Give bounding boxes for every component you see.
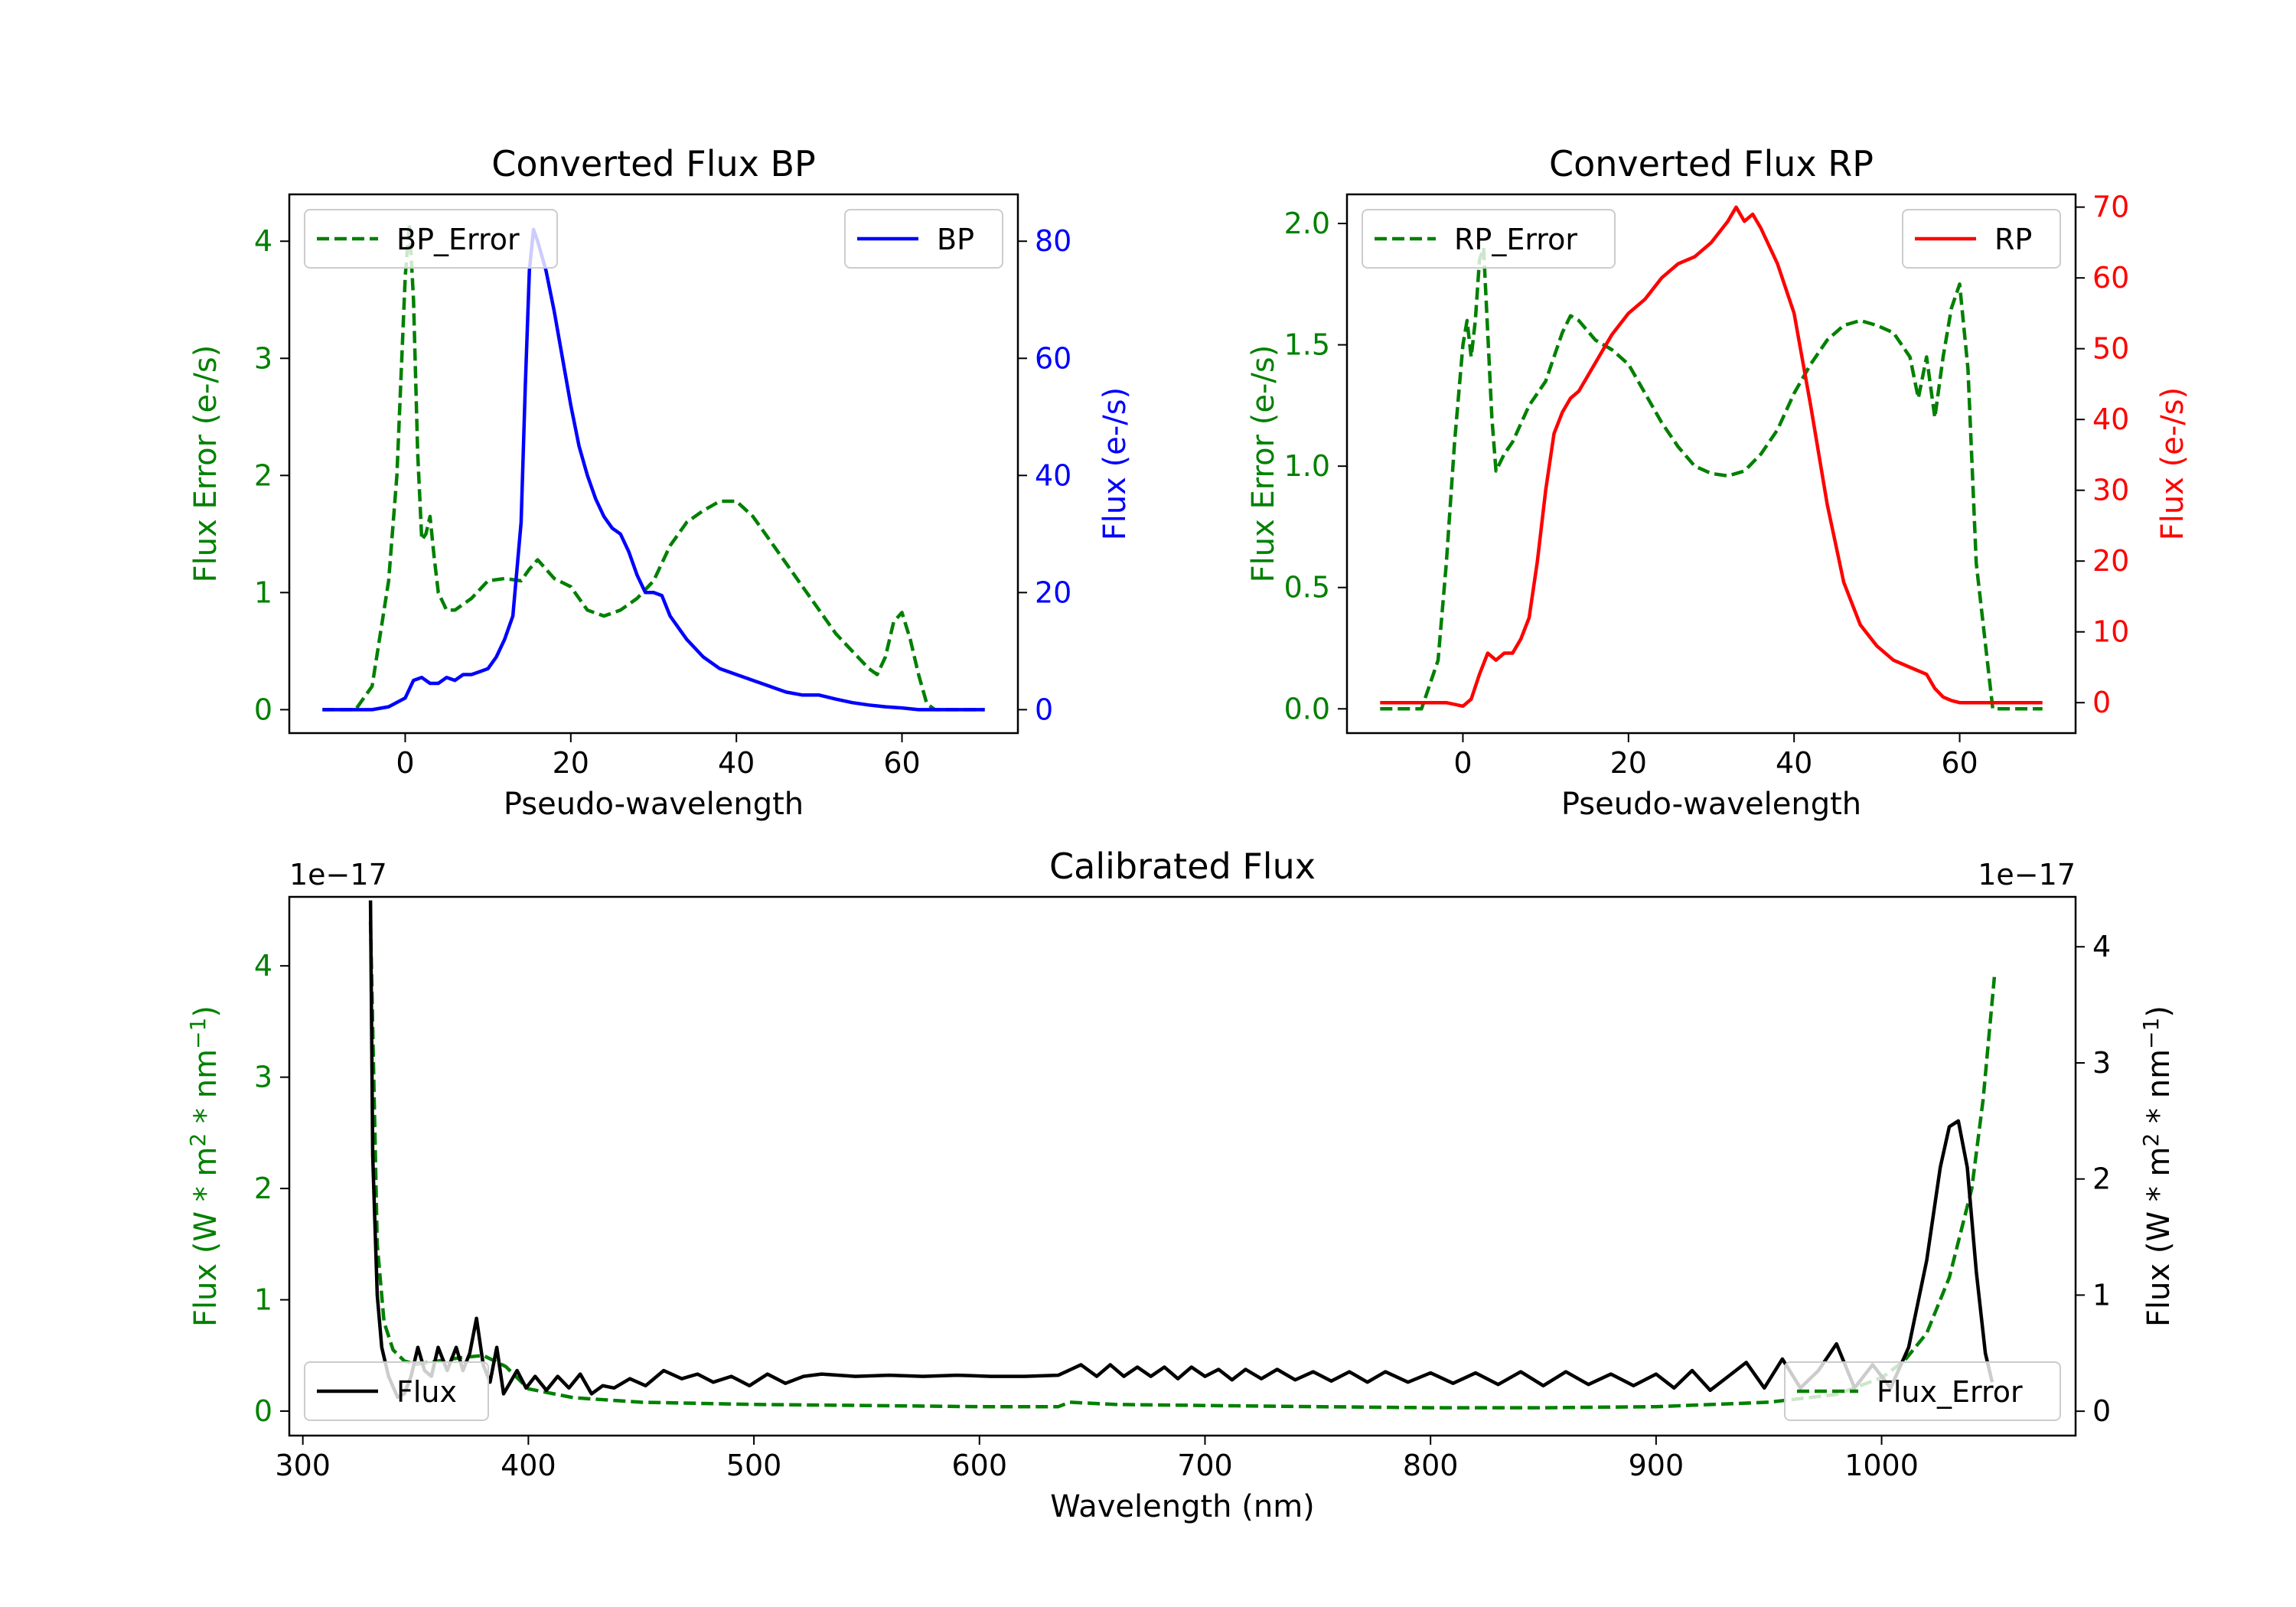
y-tick-label-right: 40 <box>1035 458 1071 492</box>
x-tick-label: 60 <box>1941 746 1978 780</box>
x-axis-label: Wavelength (nm) <box>1050 1489 1315 1524</box>
y-tick-label-left: 1.0 <box>1284 449 1330 483</box>
x-tick-label: 20 <box>1610 746 1647 780</box>
y-tick-label-left: 0.5 <box>1284 571 1330 605</box>
y-tick-label-right: 0 <box>2092 1394 2111 1428</box>
legend-box-left <box>1362 209 1616 269</box>
x-tick-label: 800 <box>1403 1449 1459 1482</box>
y-tick-label-right: 0 <box>2092 686 2111 719</box>
x-tick-label: 600 <box>952 1449 1008 1482</box>
y-tick-label-left: 2.0 <box>1284 207 1330 240</box>
legend-label-right: RP <box>1994 223 2032 256</box>
legend-box-left <box>304 1361 489 1421</box>
legend-label-right: BP <box>937 223 974 256</box>
y-tick-label-left: 2 <box>254 1172 272 1205</box>
legend-label-left: BP_Error <box>396 223 520 256</box>
y-axis-label-part: * nm <box>2141 1049 2177 1133</box>
y-tick-label-left: 1.5 <box>1284 328 1330 362</box>
y-tick-label-left: 0 <box>254 1394 272 1428</box>
offset-label-right: 1e−17 <box>1978 858 2076 892</box>
y-axis-label-part: 2 <box>185 1133 210 1147</box>
y-tick-label-left: 3 <box>254 341 272 375</box>
x-tick-label: 20 <box>553 746 589 780</box>
calibrated-chart: 300 400 500 600 700 800 900 1000 0 1 2 3 4 0 1 2 3 4 Calib… <box>185 846 2177 1524</box>
legend-label-left: RP_Error <box>1454 223 1577 256</box>
x-axis-label: Pseudo-wavelength <box>1561 787 1861 822</box>
y-tick-label-right: 60 <box>2092 261 2129 295</box>
chart-title: Converted Flux RP <box>1549 143 1874 184</box>
x-tick-label: 900 <box>1629 1449 1684 1482</box>
x-tick-label: 300 <box>275 1449 331 1482</box>
y-axis-label-part: 2 <box>2138 1133 2164 1147</box>
y-axis-label-right: Flux (W * m2​ * nm−1​) <box>2138 1006 2177 1327</box>
x-axis-label: Pseudo-wavelength <box>504 787 804 822</box>
y-tick-label-right: 0 <box>1035 693 1053 726</box>
y-tick-label-right: 60 <box>1035 341 1071 375</box>
y-tick-label-right: 1 <box>2092 1278 2111 1312</box>
y-axis-label-left: Flux Error (e-/s) <box>1246 345 1281 583</box>
y-axis-label-part: −1 <box>2138 1018 2164 1049</box>
chart-title: Calibrated Flux <box>1049 846 1316 887</box>
x-tick-label: 40 <box>1776 746 1812 780</box>
y-axis-label-right: Flux (e-/s) <box>1097 387 1133 540</box>
x-tick-label: 60 <box>883 746 920 780</box>
y-axis-label-right: Flux (e-/s) <box>2155 387 2190 540</box>
x-tick-label: 1000 <box>1844 1449 1919 1482</box>
y-axis-label-part: * nm <box>188 1049 223 1133</box>
y-tick-label-right: 10 <box>2092 615 2129 649</box>
y-tick-label-left: 4 <box>254 224 272 258</box>
y-tick-label-right: 70 <box>2092 191 2129 224</box>
y-axis-label-part: ) <box>2141 1006 2177 1018</box>
y-axis-label-left: Flux (W * m2​ * nm−1​) <box>185 1006 223 1327</box>
y-tick-label-left: 3 <box>254 1061 272 1094</box>
legend-box-right <box>1784 1361 2061 1421</box>
legend-box-left <box>304 209 558 269</box>
y-tick-label-right: 20 <box>2092 544 2129 578</box>
axes-frame <box>288 193 1019 735</box>
y-tick-label-right: 4 <box>2092 930 2111 963</box>
axes-frame <box>1345 193 2077 735</box>
series-line-right <box>1380 205 2043 709</box>
series-line-left <box>322 222 985 712</box>
x-tick-label: 40 <box>718 746 755 780</box>
y-axis-label-part: Flux (W * m <box>188 1147 223 1327</box>
x-tick-label: 0 <box>396 746 414 780</box>
x-tick-label: 0 <box>1453 746 1472 780</box>
y-axis-label-part: ) <box>188 1006 223 1018</box>
series-line-left <box>1380 246 2043 711</box>
y-tick-label-left: 4 <box>254 949 272 983</box>
offset-label-left: 1e−17 <box>289 858 387 892</box>
legend-box-right <box>844 209 1003 269</box>
x-tick-label: 700 <box>1177 1449 1233 1482</box>
y-tick-label-left: 0 <box>254 693 272 726</box>
y-tick-label-left: 1 <box>254 575 272 609</box>
x-tick-label: 500 <box>726 1449 782 1482</box>
y-tick-label-right: 2 <box>2092 1162 2111 1196</box>
legend-label-left: Flux <box>396 1375 457 1409</box>
y-tick-label-right: 3 <box>2092 1046 2111 1080</box>
y-tick-label-left: 0.0 <box>1284 692 1330 725</box>
chart-title: Converted Flux BP <box>491 143 816 184</box>
legend-box-right <box>1902 209 2061 269</box>
y-tick-label-right: 50 <box>2092 332 2129 366</box>
y-axis-label-left: Flux Error (e-/s) <box>188 345 223 583</box>
series-line-right <box>322 227 985 712</box>
y-tick-label-left: 1 <box>254 1283 272 1317</box>
y-tick-label-right: 40 <box>2092 403 2129 436</box>
y-tick-label-right: 20 <box>1035 575 1071 609</box>
axes-frame <box>288 895 2077 1437</box>
x-tick-label: 400 <box>501 1449 556 1482</box>
y-tick-label-right: 30 <box>2092 474 2129 507</box>
y-tick-label-right: 80 <box>1035 224 1071 258</box>
legend-label-right: Flux_Error <box>1877 1375 2023 1409</box>
y-axis-label-part: Flux (W * m <box>2141 1147 2177 1327</box>
rp-chart: 0 20 40 60 0.0 0.5 1.0 1.5 2.0 0 10 20 30 40 50 60 70 Con… <box>1246 143 2190 822</box>
y-axis-label-part: −1 <box>185 1018 210 1049</box>
y-tick-label-left: 2 <box>254 458 272 492</box>
